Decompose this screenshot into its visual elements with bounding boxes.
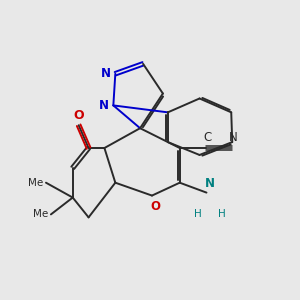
Text: H: H [218,209,226,219]
Text: C: C [204,131,212,145]
Text: Me: Me [28,178,43,188]
Text: O: O [74,109,84,122]
Text: O: O [150,200,160,213]
Text: Me: Me [33,209,48,219]
Text: N: N [204,177,214,190]
Text: N: N [99,99,109,112]
Text: H: H [194,209,202,219]
Text: N: N [229,131,238,145]
Text: N: N [101,67,111,80]
